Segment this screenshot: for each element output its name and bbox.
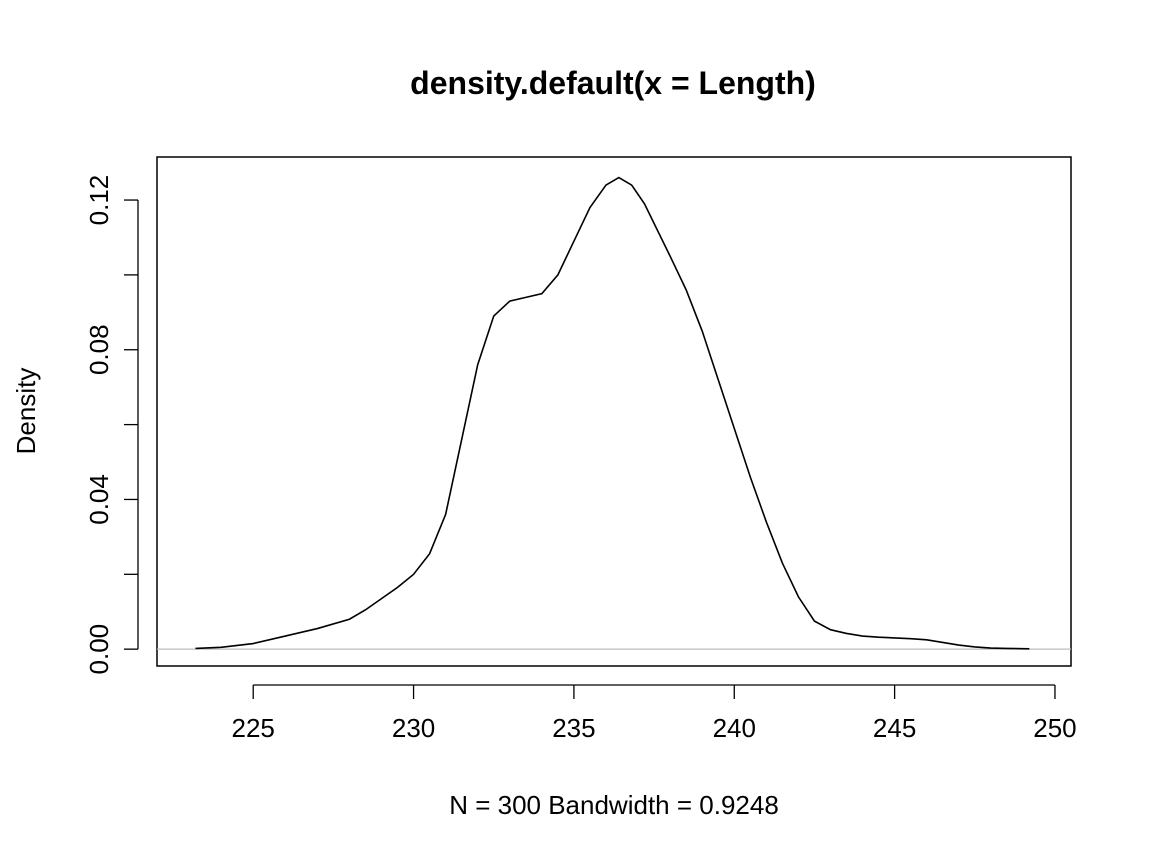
y-tick-label: 0.12 [84, 175, 114, 226]
y-tick-label: 0.04 [84, 474, 114, 525]
x-tick-label: 230 [392, 713, 435, 743]
y-axis: 0.00 0.04 0.08 0.12 [84, 175, 139, 675]
x-tick-label: 225 [232, 713, 275, 743]
chart-title: density.default(x = Length) [410, 65, 816, 101]
x-axis-label: N = 300 Bandwidth = 0.9248 [449, 790, 779, 820]
x-tick-label: 245 [873, 713, 916, 743]
plot-frame [156, 156, 1072, 667]
x-axis: 225 230 235 240 245 250 [232, 684, 1077, 743]
x-tick-label: 250 [1033, 713, 1076, 743]
density-curve [195, 176, 1030, 650]
x-tick-label: 240 [713, 713, 756, 743]
x-tick-label: 235 [552, 713, 595, 743]
y-tick-label: 0.00 [84, 624, 114, 675]
y-axis-label: Density [11, 368, 41, 455]
y-tick-label: 0.08 [84, 324, 114, 375]
